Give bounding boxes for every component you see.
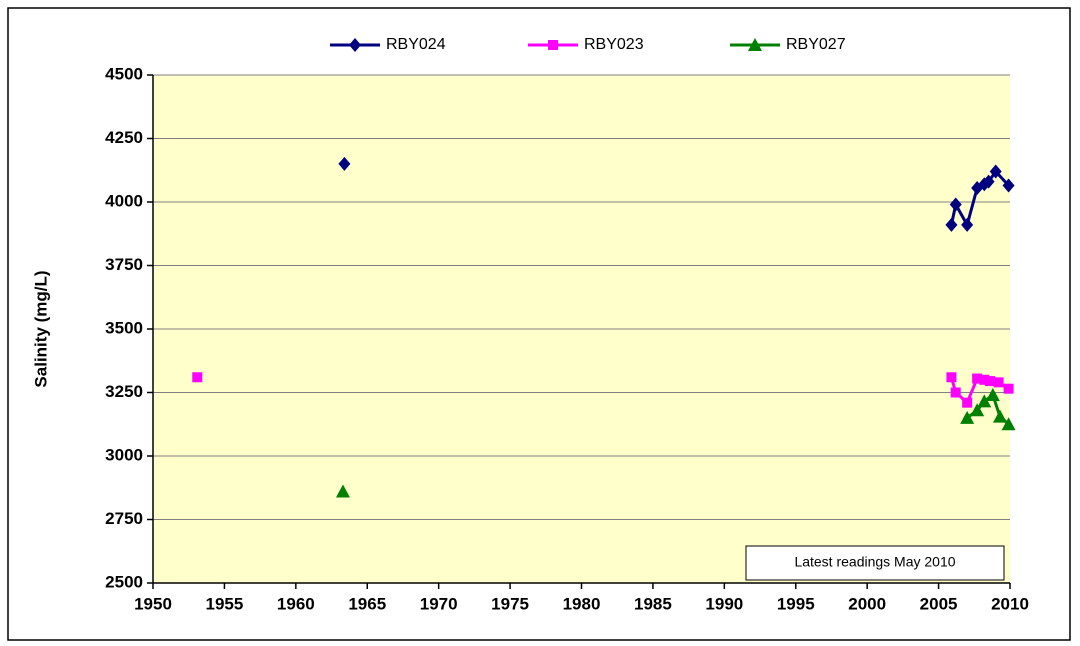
y-tick-label: 4250 bbox=[105, 128, 143, 147]
marker bbox=[1003, 383, 1014, 394]
marker bbox=[979, 374, 990, 385]
y-tick-label: 3250 bbox=[105, 382, 143, 401]
y-tick-label: 4500 bbox=[105, 64, 143, 83]
legend-label: RBY023 bbox=[584, 36, 644, 53]
grid bbox=[153, 74, 1010, 584]
x-tick-label: 1985 bbox=[634, 594, 672, 613]
y-tick-label: 3000 bbox=[105, 445, 143, 464]
x-tick-label: 1995 bbox=[777, 594, 815, 613]
marker bbox=[946, 372, 957, 383]
marker bbox=[993, 377, 1004, 388]
x-tick-label: 1970 bbox=[420, 594, 458, 613]
x-tick-label: 2000 bbox=[848, 594, 886, 613]
y-tick-label: 2500 bbox=[105, 572, 143, 591]
y-tick-label: 4000 bbox=[105, 191, 143, 210]
x-tick-label: 1950 bbox=[134, 594, 172, 613]
marker bbox=[977, 394, 992, 408]
x-tick-label: 1955 bbox=[206, 594, 244, 613]
marker bbox=[335, 484, 350, 498]
marker bbox=[989, 164, 1002, 179]
x-tick-label: 1990 bbox=[705, 594, 743, 613]
marker bbox=[949, 197, 962, 212]
marker bbox=[338, 156, 351, 171]
annotation-box bbox=[745, 545, 1005, 581]
marker bbox=[960, 410, 975, 424]
marker bbox=[1001, 417, 1016, 431]
marker bbox=[972, 373, 983, 384]
y-tick-label: 2750 bbox=[105, 509, 143, 528]
legend-marker bbox=[548, 40, 558, 50]
y-axis-label: Salinity (mg/L) bbox=[31, 270, 50, 387]
x-tick-label: 2005 bbox=[920, 594, 958, 613]
marker bbox=[961, 217, 974, 232]
y-tick-label: 3750 bbox=[105, 255, 143, 274]
legend-label: RBY027 bbox=[786, 36, 846, 53]
marker bbox=[950, 387, 961, 398]
marker bbox=[985, 388, 1000, 402]
x-tick-label: 1965 bbox=[348, 594, 386, 613]
annotation: Latest readings May 2010 bbox=[794, 554, 955, 570]
legend-label: RBY024 bbox=[386, 36, 446, 53]
marker bbox=[1002, 178, 1015, 193]
legend-marker bbox=[349, 38, 361, 52]
marker bbox=[945, 217, 958, 232]
marker bbox=[192, 372, 203, 383]
marker bbox=[962, 397, 973, 408]
x-tick-label: 2010 bbox=[991, 594, 1029, 613]
y-tick-label: 3500 bbox=[105, 318, 143, 337]
marker bbox=[970, 403, 985, 417]
x-tick-label: 1960 bbox=[277, 594, 315, 613]
marker bbox=[982, 174, 995, 189]
x-tick-label: 1980 bbox=[563, 594, 601, 613]
marker bbox=[993, 409, 1008, 423]
x-tick-label: 1975 bbox=[491, 594, 529, 613]
marker bbox=[985, 376, 996, 387]
legend-marker bbox=[748, 38, 762, 51]
